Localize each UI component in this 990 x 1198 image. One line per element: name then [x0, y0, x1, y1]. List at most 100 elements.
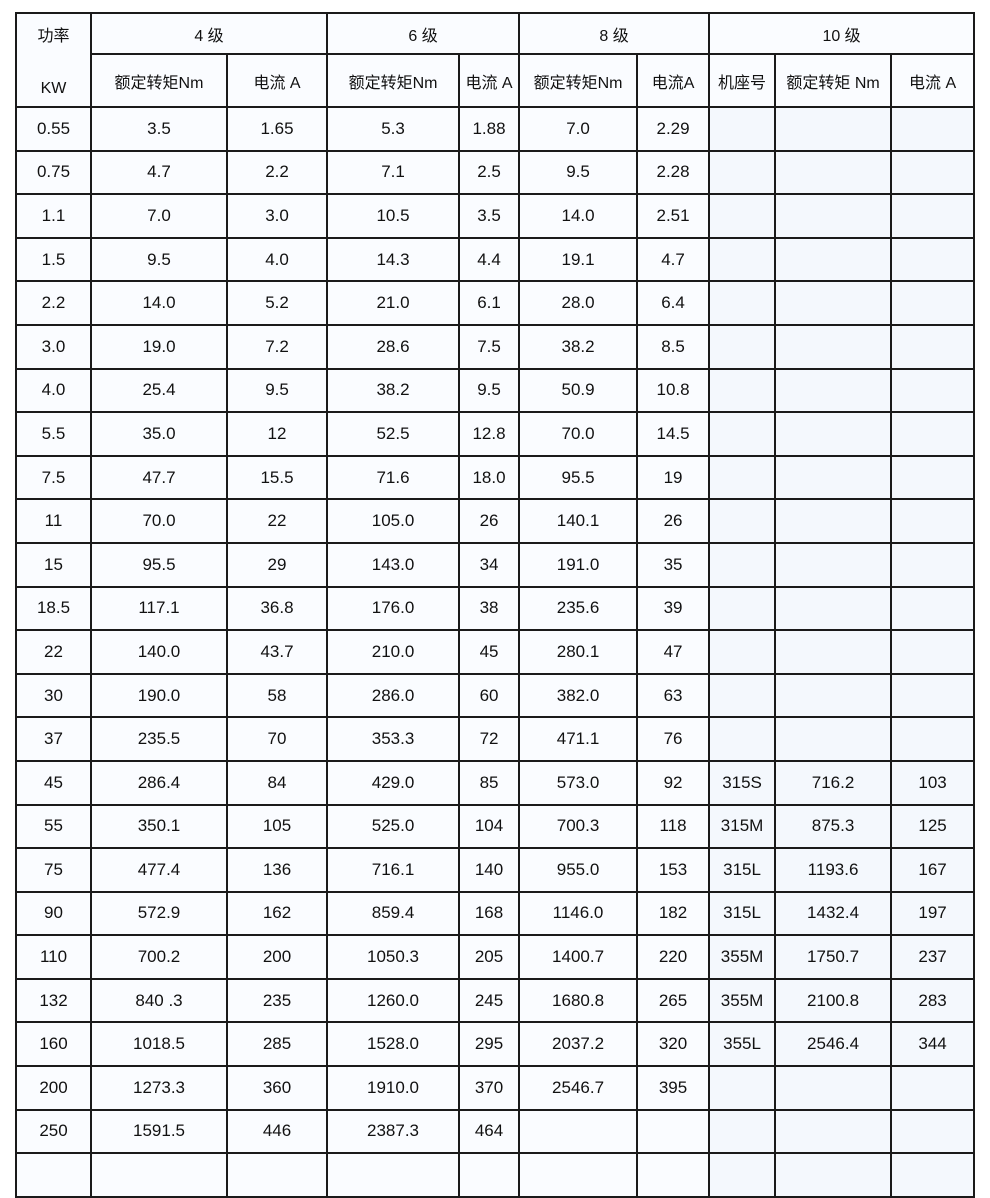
table-cell: 84 [225, 759, 329, 806]
table-cell: 14.0 [90, 280, 228, 326]
table-row: 2.2 14.0 5.2 21.0 6.1 28.0 6.4 [15, 280, 976, 326]
table-cell: 237 [890, 934, 976, 980]
table-cell: 2.51 [636, 193, 711, 239]
table-cell: 355L [708, 1021, 777, 1068]
table-cell [890, 411, 976, 457]
table-cell [636, 1152, 711, 1198]
group-4-pole: 4 级 [89, 12, 329, 55]
table-cell: 140.0 [90, 629, 228, 675]
table-cell: 162 [225, 890, 329, 937]
table-cell: 280.1 [518, 629, 639, 675]
table-cell: 75 [15, 847, 92, 893]
table-cell: 76 [636, 716, 711, 762]
table-cell: 7.0 [518, 106, 639, 152]
table-row: 5.5 35.0 12 52.5 12.8 70.0 14.5 [15, 411, 976, 457]
table-cell: 168 [458, 890, 521, 937]
table-row: 0.55 3.5 1.65 5.3 1.88 7.0 2.29 [15, 106, 976, 152]
table-cell: 360 [225, 1065, 329, 1111]
table-cell: 7.5 [458, 323, 521, 370]
table-cell: 28.0 [518, 280, 639, 326]
table-cell [890, 236, 976, 283]
column-header: 机座号 [708, 53, 777, 108]
table-cell: 0.55 [15, 106, 92, 152]
table-cell: 1910.0 [326, 1065, 461, 1111]
table-cell: 35.0 [90, 411, 228, 457]
table-cell: 39 [636, 585, 711, 632]
column-header: 额定转矩Nm [326, 53, 461, 108]
table-cell: 2.5 [458, 149, 521, 196]
power-header: 功率 KW [15, 12, 92, 108]
table-cell: 70.0 [90, 498, 228, 544]
table-row: 250 1591.5 446 2387.3 464 [15, 1108, 976, 1155]
table-cell: 60 [458, 672, 521, 719]
table-cell [774, 367, 893, 414]
table-cell [708, 280, 777, 326]
table-cell [774, 149, 893, 196]
motor-spec-table: 功率 KW 4 级 6 级 8 级 10 级 额定转矩Nm 电流 A 额定转矩Nm 电… [15, 12, 976, 1198]
table-cell [774, 106, 893, 152]
table-cell: 11 [15, 498, 92, 544]
table-cell: 1.1 [15, 193, 92, 239]
table-cell: 132 [15, 977, 92, 1024]
table-cell: 429.0 [326, 759, 461, 806]
table-cell [890, 367, 976, 414]
table-cell [326, 1152, 461, 1198]
table-cell: 29 [225, 541, 329, 588]
table-cell [708, 498, 777, 544]
group-10-pole: 10 级 [708, 12, 976, 55]
table-cell: 35 [636, 541, 711, 588]
table-cell [890, 672, 976, 719]
table-cell [708, 629, 777, 675]
table-cell [890, 454, 976, 501]
table-cell: 295 [458, 1021, 521, 1068]
table-cell: 72 [458, 716, 521, 762]
table-cell [90, 1152, 228, 1198]
table-row: 200 1273.3 360 1910.0 370 2546.7 395 [15, 1065, 976, 1111]
table-cell: 1146.0 [518, 890, 639, 937]
table-cell: 285 [225, 1021, 329, 1068]
table-cell: 90 [15, 890, 92, 937]
table-cell: 477.4 [90, 847, 228, 893]
table-cell: 143.0 [326, 541, 461, 588]
table-row: 1.5 9.5 4.0 14.3 4.4 19.1 4.7 [15, 236, 976, 283]
table-cell: 160 [15, 1021, 92, 1068]
table-cell: 3.5 [90, 106, 228, 152]
table-row: 30 190.0 58 286.0 60 382.0 63 [15, 672, 976, 719]
table-cell [774, 672, 893, 719]
table-cell: 12.8 [458, 411, 521, 457]
table-cell: 205 [458, 934, 521, 980]
table-cell: 1273.3 [90, 1065, 228, 1111]
table-cell: 265 [636, 977, 711, 1024]
table-cell: 28.6 [326, 323, 461, 370]
table-row: 160 1018.5 285 1528.0 295 2037.2 320 355L 2546.4… [15, 1021, 976, 1068]
table-cell: 840 .3 [90, 977, 228, 1024]
table-cell: 6.4 [636, 280, 711, 326]
table-cell: 38.2 [518, 323, 639, 370]
table-cell: 1750.7 [774, 934, 893, 980]
table-row: 18.5 117.1 36.8 176.0 38 235.6 39 [15, 585, 976, 632]
table-cell: 344 [890, 1021, 976, 1068]
table-cell: 7.2 [225, 323, 329, 370]
table-row: 7.5 47.7 15.5 71.6 18.0 95.5 19 [15, 454, 976, 501]
table-cell: 235 [225, 977, 329, 1024]
table-cell [890, 498, 976, 544]
table-cell: 45 [458, 629, 521, 675]
table-cell: 117.1 [90, 585, 228, 632]
table-cell: 15.5 [225, 454, 329, 501]
table-cell: 200 [225, 934, 329, 980]
table-cell: 355M [708, 977, 777, 1024]
table-cell: 9.5 [225, 367, 329, 414]
table-cell [774, 280, 893, 326]
table-cell: 5.3 [326, 106, 461, 152]
table-cell: 4.0 [15, 367, 92, 414]
table-cell: 153 [636, 847, 711, 893]
table-cell: 70 [225, 716, 329, 762]
table-cell [774, 236, 893, 283]
table-cell: 1193.6 [774, 847, 893, 893]
table-cell: 25.4 [90, 367, 228, 414]
table-cell [708, 716, 777, 762]
table-cell: 105 [225, 803, 329, 850]
table-cell: 283 [890, 977, 976, 1024]
table-cell: 446 [225, 1108, 329, 1155]
table-cell: 95.5 [90, 541, 228, 588]
